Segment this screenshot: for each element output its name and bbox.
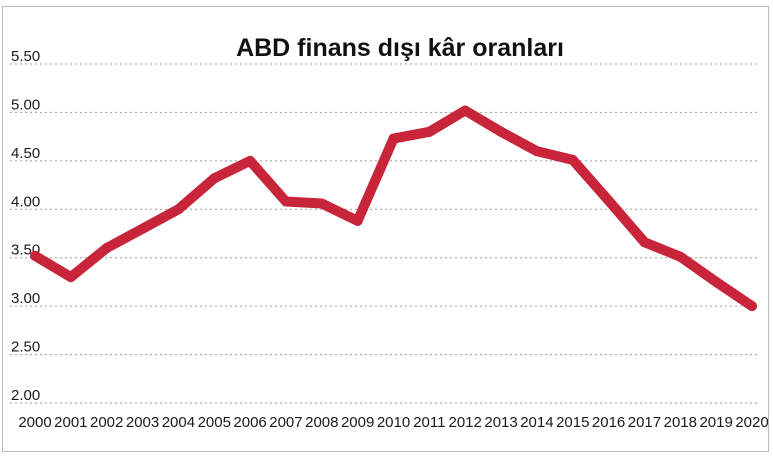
x-tick-label: 2008 — [305, 414, 338, 431]
data-point — [30, 250, 40, 261]
data-point — [711, 276, 722, 287]
x-tick-label: 2017 — [628, 414, 661, 431]
data-point — [137, 223, 148, 234]
x-tick-label: 2018 — [664, 414, 697, 431]
x-tick-label: 2004 — [162, 414, 195, 431]
data-point — [173, 204, 184, 215]
x-tick-label: 2013 — [484, 414, 517, 431]
data-point — [352, 215, 363, 226]
data-point — [496, 126, 507, 137]
data-point — [101, 243, 112, 254]
y-tick-label: 2.00 — [11, 387, 40, 404]
chart-title: ABD finans dışı kâr oranları — [236, 34, 564, 62]
chart-frame — [2, 6, 769, 452]
data-point — [639, 237, 650, 248]
x-tick-label: 2002 — [90, 414, 123, 431]
x-tick-label: 2019 — [699, 414, 732, 431]
data-point — [316, 198, 327, 209]
data-point — [65, 272, 76, 283]
x-tick-label: 2011 — [413, 414, 445, 431]
x-tick-label: 2001 — [54, 414, 87, 431]
y-tick-label: 5.00 — [11, 96, 40, 113]
data-point — [424, 126, 435, 137]
x-axis-ticks: 2000 2001 2002 2003 2004 2005 2006 2007 2008 2009… — [18, 414, 768, 431]
y-tick-label: 4.50 — [11, 145, 40, 162]
data-point — [531, 146, 542, 157]
x-tick-label: 2016 — [592, 414, 625, 431]
y-axis-ticks: 2.002.503.003.504.004.505.005.50 — [11, 48, 40, 404]
x-tick-label: 2005 — [198, 414, 231, 431]
data-point — [209, 173, 220, 184]
data-point — [280, 196, 291, 207]
x-tick-label: 2000 — [18, 414, 51, 431]
data-point — [603, 195, 614, 206]
x-tick-label: 2003 — [126, 414, 159, 431]
data-point — [567, 154, 578, 165]
grid-lines — [10, 63, 760, 404]
x-tick-label: 2020 — [735, 414, 768, 431]
x-tick-label: 2006 — [233, 414, 266, 431]
data-point — [245, 155, 256, 166]
x-tick-label: 2009 — [341, 414, 374, 431]
data-point — [747, 301, 757, 312]
x-tick-label: 2012 — [449, 414, 482, 431]
y-tick-label: 3.00 — [11, 290, 40, 307]
y-tick-label: 2.50 — [11, 339, 40, 356]
x-tick-label: 2010 — [377, 414, 410, 431]
x-tick-label: 2015 — [556, 414, 589, 431]
x-tick-label: 2007 — [269, 414, 302, 431]
data-point — [460, 105, 471, 116]
series-layer — [30, 105, 757, 312]
y-tick-label: 5.50 — [11, 48, 40, 65]
x-tick-label: 2014 — [520, 414, 553, 431]
data-point — [388, 133, 399, 144]
y-tick-label: 4.00 — [11, 193, 40, 210]
data-point — [675, 251, 686, 262]
